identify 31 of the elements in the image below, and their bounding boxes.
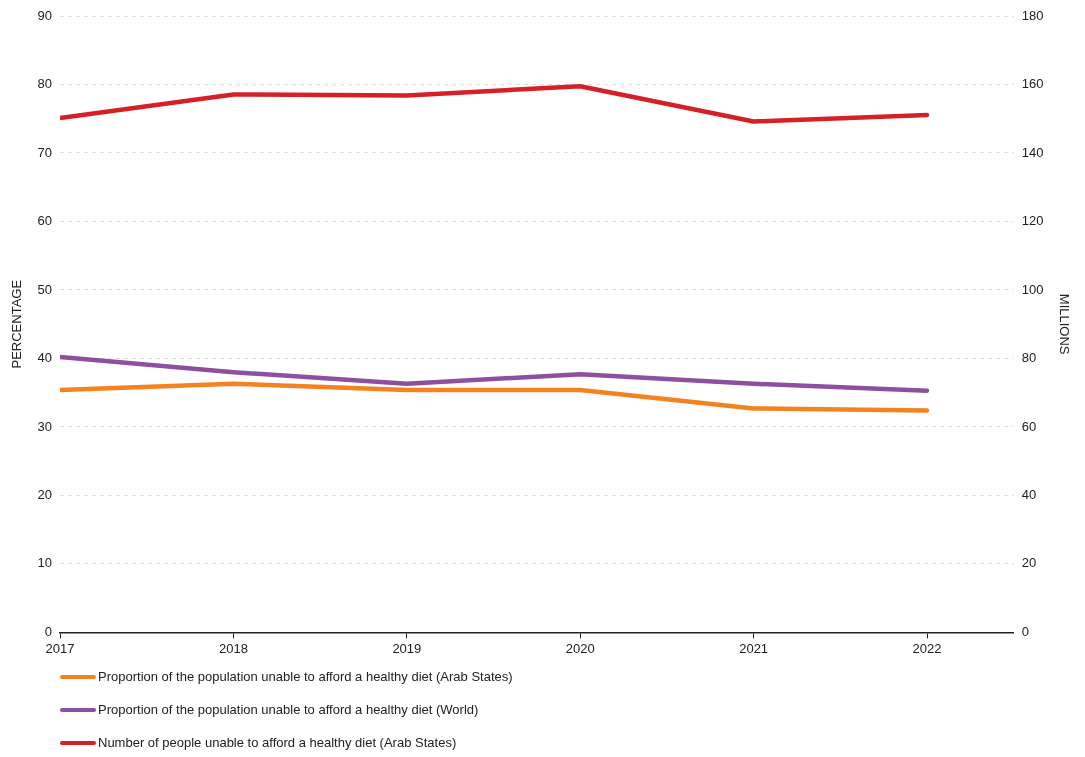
y-axis-title: PERCENTAGE <box>9 279 25 369</box>
x-tick-label: 2022 <box>912 640 942 656</box>
y-tick-label: 90 <box>37 7 53 23</box>
y-tick-label: 30 <box>37 418 53 434</box>
x-tick-label: 2019 <box>392 640 422 656</box>
y-tick-label: 50 <box>37 281 53 297</box>
legend-label: Proportion of the population unable to afford a healthy diet (Arab States) <box>98 669 513 684</box>
y2-tick-label: 60 <box>1021 418 1037 434</box>
y2-tick-label: 40 <box>1021 487 1037 502</box>
y2-tick-label: 20 <box>1021 555 1037 571</box>
x-tick-label: 2017 <box>45 640 75 656</box>
legend-label: Proportion of the population unable to afford a healthy diet (World) <box>98 702 479 717</box>
y-tick-label: 40 <box>37 350 53 366</box>
legend-label: Number of people unable to afford a healthy diet (Arab States) <box>98 735 457 750</box>
y-tick-label: 60 <box>37 213 53 229</box>
x-tick-label: 2020 <box>565 640 595 656</box>
y2-axis-title: MILLIONS <box>1056 293 1072 355</box>
x-tick-label: 2021 <box>739 640 769 656</box>
y-tick-label: 0 <box>44 623 53 639</box>
y-tick-label: 20 <box>37 487 53 502</box>
y2-tick-label: 180 <box>1021 7 1044 23</box>
y2-tick-label: 140 <box>1021 144 1044 160</box>
y2-tick-label: 160 <box>1021 76 1044 92</box>
y-tick-label: 70 <box>37 144 53 160</box>
y-tick-label: 80 <box>37 76 53 92</box>
x-tick-label: 2018 <box>218 640 248 656</box>
y2-tick-label: 80 <box>1021 350 1037 366</box>
y2-tick-label: 120 <box>1021 213 1044 229</box>
y2-tick-label: 100 <box>1021 281 1044 297</box>
y-tick-label: 10 <box>37 555 53 571</box>
y2-tick-label: 0 <box>1021 623 1029 639</box>
